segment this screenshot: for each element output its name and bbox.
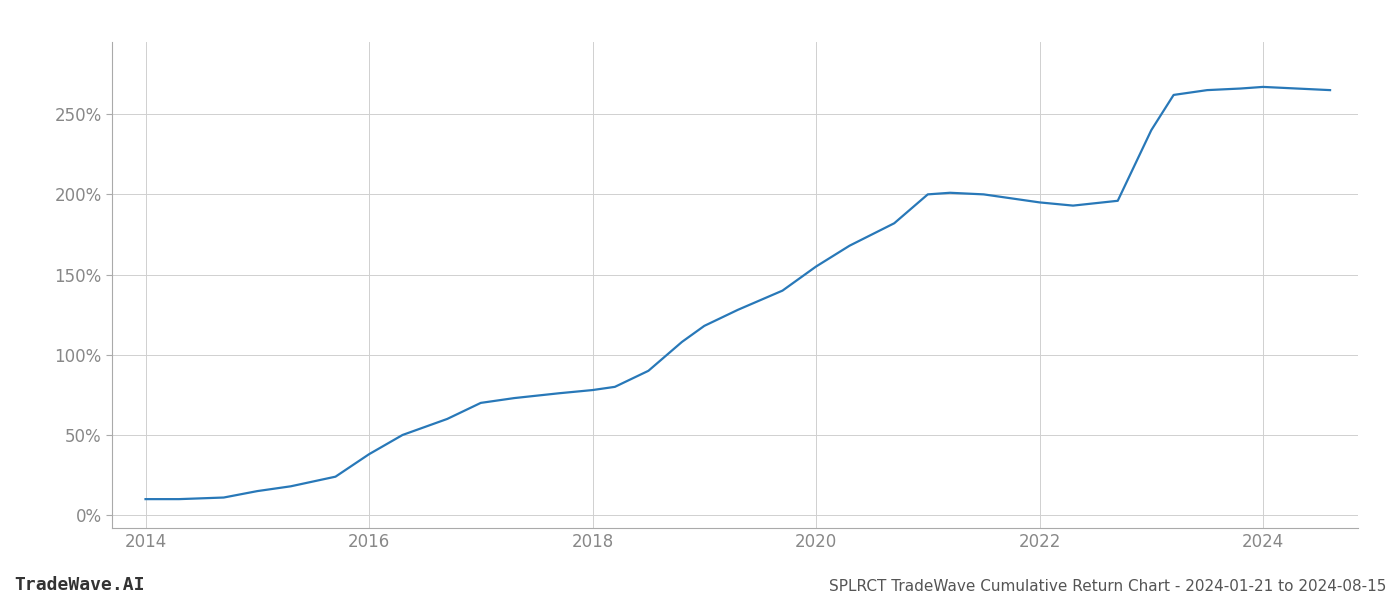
Text: SPLRCT TradeWave Cumulative Return Chart - 2024-01-21 to 2024-08-15: SPLRCT TradeWave Cumulative Return Chart…: [829, 579, 1386, 594]
Text: TradeWave.AI: TradeWave.AI: [14, 576, 144, 594]
